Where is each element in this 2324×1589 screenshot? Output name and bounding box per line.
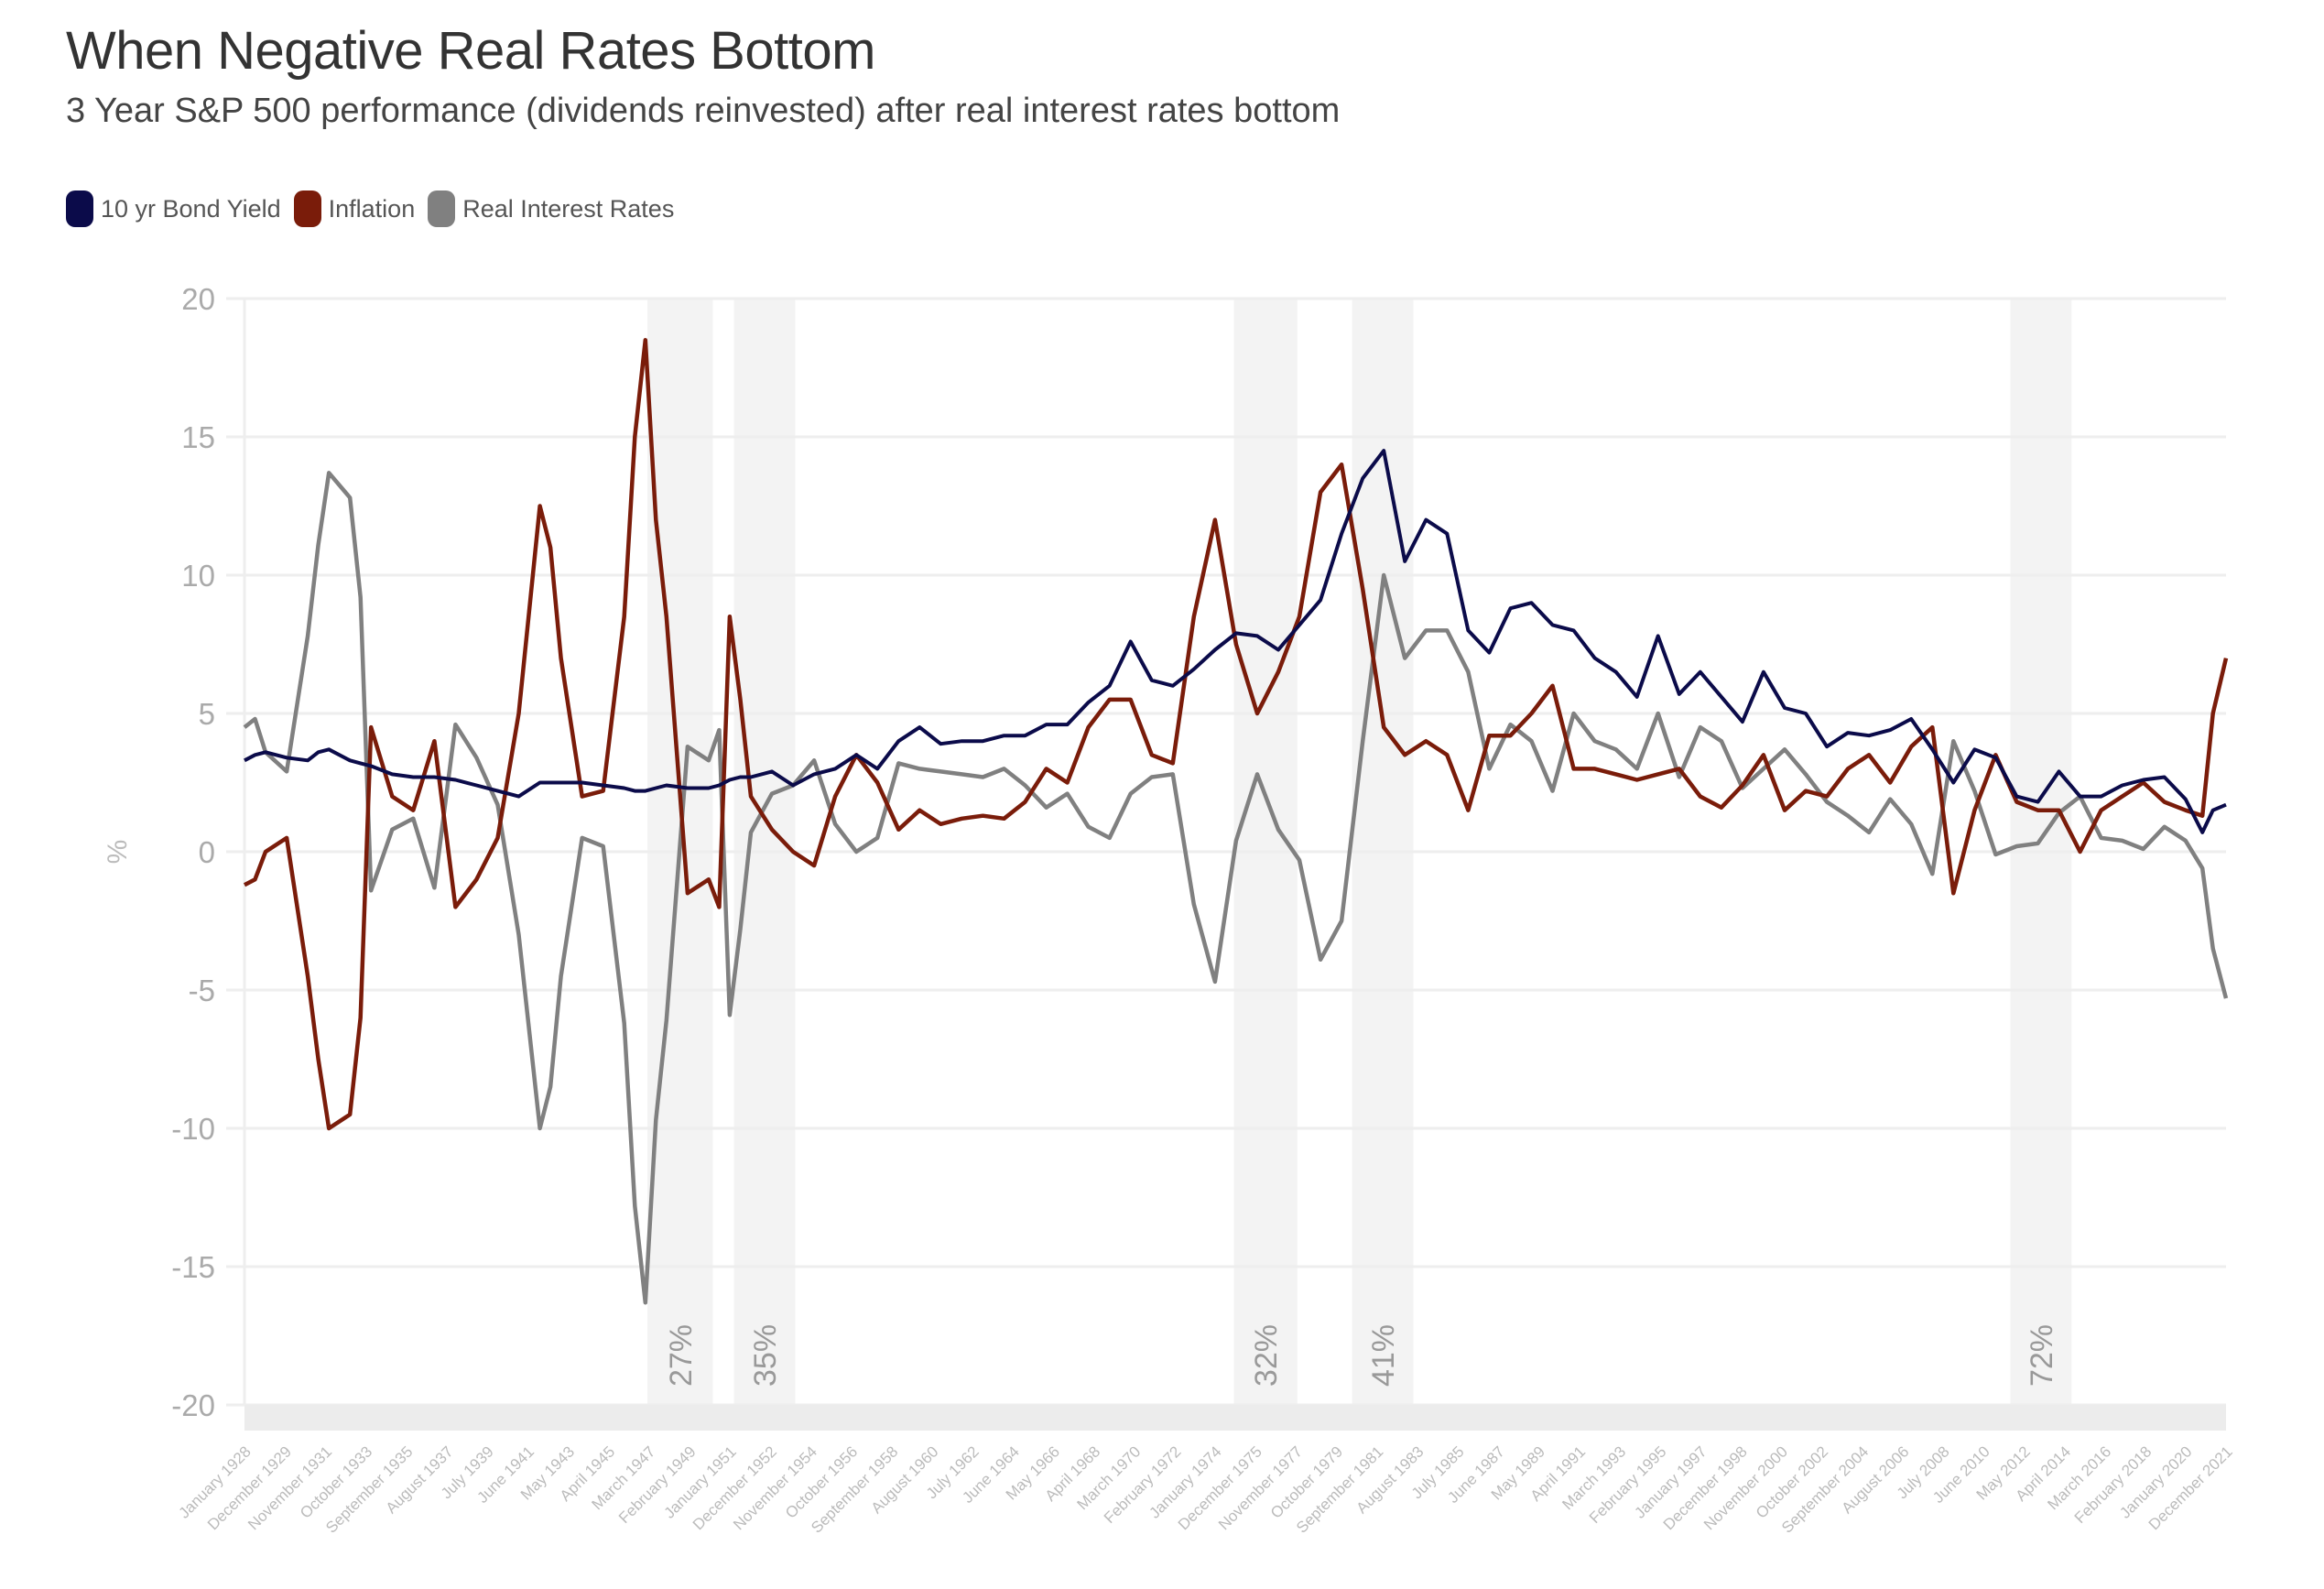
series-inflation (243, 338, 2229, 1131)
legend-item-bond-yield[interactable]: 10 yr Bond Yield (66, 190, 281, 227)
band-labels: 27% 35% 32% 41% 72% (664, 1324, 2059, 1387)
x-axis-strip (244, 1405, 2226, 1431)
band-return-label: 72% (2025, 1324, 2059, 1387)
chart-title: When Negative Real Rates Bottom (66, 21, 875, 81)
y-tick-label: -10 (171, 1112, 215, 1146)
y-axis-title: % (103, 840, 133, 865)
legend-item-inflation[interactable]: Inflation (293, 190, 416, 227)
legend-swatch-real-rates (428, 190, 456, 227)
y-axis-ticks: 20 15 10 5 0 -5 -10 -15 -20 (171, 282, 215, 1422)
legend-label-real-rates: Real Interest Rates (462, 194, 675, 223)
y-tick-label: 5 (199, 697, 215, 731)
band-return-label: 27% (664, 1324, 699, 1387)
y-tick-label: -15 (171, 1250, 215, 1284)
legend: 10 yr Bond Yield Inflation Real Interest… (66, 190, 674, 227)
y-tick-label: 20 (181, 282, 215, 316)
legend-label-inflation: Inflation (328, 194, 416, 223)
y-tick-label: -20 (171, 1388, 215, 1422)
series-bond-yield (244, 449, 2227, 834)
band-return-label: 35% (748, 1324, 783, 1387)
y-tick-label: -5 (189, 974, 215, 1007)
legend-swatch-inflation (293, 190, 321, 227)
legend-item-real-rates[interactable]: Real Interest Rates (428, 190, 674, 227)
grid-lines (226, 297, 2226, 1407)
y-tick-label: 0 (199, 835, 215, 869)
chart-subtitle: 3 Year S&P 500 performance (dividends re… (66, 92, 1341, 130)
band-return-label: 32% (1249, 1324, 1284, 1387)
y-tick-label: 10 (181, 559, 215, 593)
legend-swatch-bond-yield (66, 190, 93, 227)
band-return-label: 41% (1366, 1324, 1401, 1387)
series-lines (243, 338, 2229, 1305)
y-tick-label: 15 (181, 420, 215, 454)
series-real-rates (243, 471, 2229, 1305)
legend-label-bond-yield: 10 yr Bond Yield (101, 194, 281, 223)
